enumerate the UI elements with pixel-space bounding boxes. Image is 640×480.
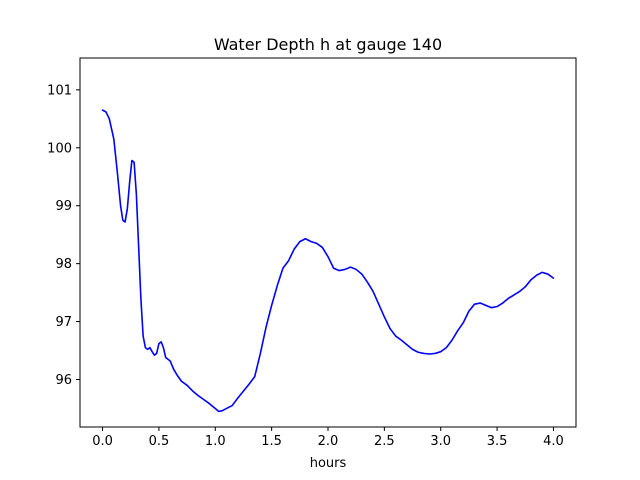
plot-area <box>101 109 555 413</box>
x-tick-label: 1.5 <box>261 434 282 449</box>
x-tick-label: 0.5 <box>149 434 170 449</box>
x-tick-label: 3.5 <box>487 434 508 449</box>
x-tick-label: 1.0 <box>205 434 226 449</box>
y-tick-label: 98 <box>55 257 72 272</box>
y-tick-label: 96 <box>55 373 72 388</box>
x-tick-label: 3.0 <box>430 434 451 449</box>
chart-title: Water Depth h at gauge 140 <box>214 35 442 54</box>
y-tick-label: 100 <box>47 141 72 156</box>
x-tick-label: 2.0 <box>318 434 339 449</box>
axes: 0.0 0.5 1.0 1.5 2.0 2.5 3.0 3.5 4.0 96 97 98 99 100 10… <box>47 57 577 449</box>
y-tick-label: 101 <box>47 83 72 98</box>
series-line-0 <box>101 109 555 413</box>
y-tick-label: 97 <box>55 315 72 330</box>
y-tick-label: 99 <box>55 199 72 214</box>
x-tick-label: 2.5 <box>374 434 395 449</box>
x-tick-label: 0.0 <box>92 434 113 449</box>
x-axis-label: hours <box>310 456 347 471</box>
x-tick-label: 4.0 <box>543 434 564 449</box>
